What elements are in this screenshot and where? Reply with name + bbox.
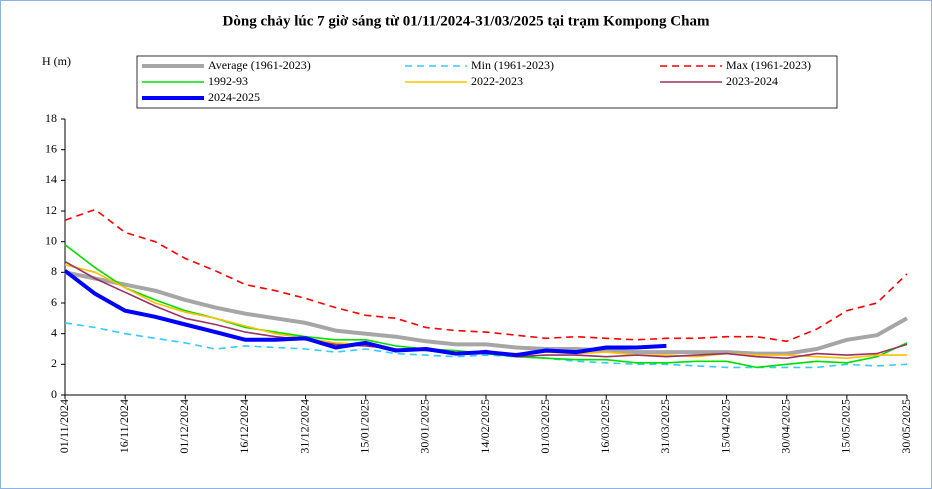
x-tick-label: 30/05/2025 [899,399,913,454]
y-tick-label: 2 [51,356,57,370]
series-line [64,208,908,343]
series-line [64,270,908,356]
y-tick-label: 18 [45,111,57,125]
x-tick-label: 14/02/2025 [478,399,492,454]
y-tick-label: 12 [45,203,57,217]
x-tick-label: 16/03/2025 [598,399,612,454]
x-tick-label: 16/12/2024 [237,399,251,454]
y-tick-label: 0 [51,387,57,401]
legend-label: Average (1961-2023) [208,58,311,72]
series-line [64,322,908,369]
legend-label: Max (1961-2023) [726,58,811,72]
x-tick-label: 31/03/2025 [658,399,672,454]
x-tick-label: 15/05/2025 [839,399,853,454]
y-tick-label: 16 [45,141,57,155]
x-tick-label: 01/11/2024 [57,399,71,453]
y-tick-label: 14 [45,172,57,186]
x-tick-label: 16/11/2024 [117,399,131,453]
chart-title: Dòng chảy lúc 7 giờ sáng từ 01/11/2024-3… [223,13,710,29]
x-tick-label: 15/04/2025 [718,399,732,454]
y-tick-label: 8 [51,264,57,278]
series-line [63,269,667,358]
legend-label: 2022-2023 [471,74,523,88]
legend-label: 1992-93 [208,74,248,88]
y-tick-label: 4 [51,325,57,339]
x-tick-label: 01/12/2024 [177,399,191,454]
x-tick-label: 31/12/2024 [297,399,311,454]
x-tick-label: 30/01/2025 [418,399,432,454]
y-tick-label: 10 [45,233,57,247]
y-tick-label: 6 [51,295,57,309]
legend-label: 2023-2024 [726,74,778,88]
y-axis-label: H (m) [42,54,71,68]
x-tick-label: 01/03/2025 [538,399,552,454]
x-tick-label: 30/04/2025 [778,399,792,454]
x-tick-label: 15/01/2025 [357,399,371,454]
legend-label: Min (1961-2023) [471,58,554,72]
legend-label: 2024-2025 [208,90,260,104]
